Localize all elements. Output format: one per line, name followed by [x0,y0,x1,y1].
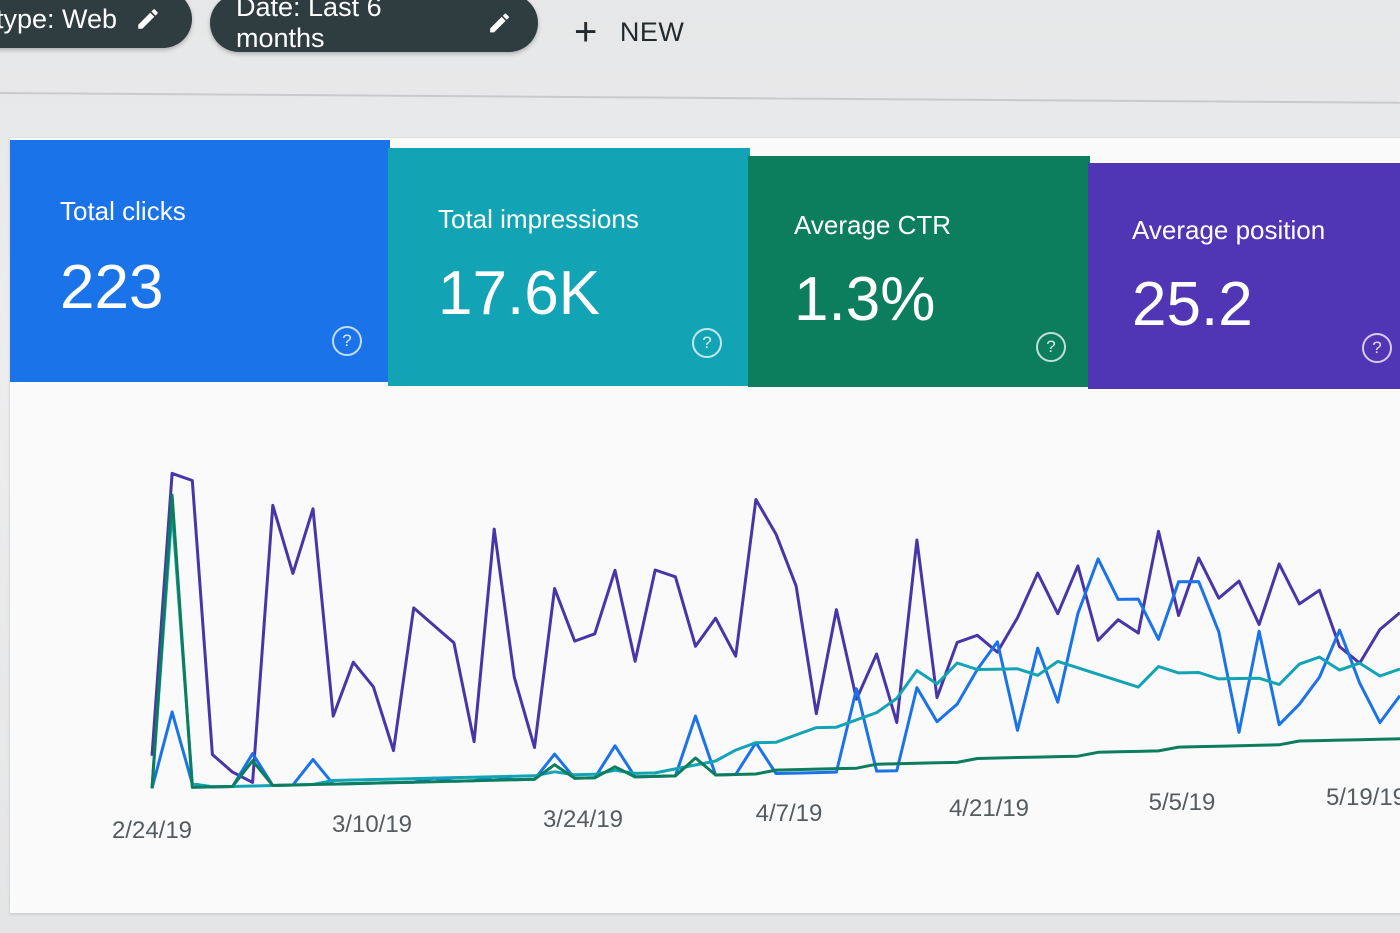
metric-value: 17.6K [438,259,601,328]
date-range-filter-label: Date: Last 6 months [236,0,382,53]
x-axis-tick-label: 2/24/19 [112,817,192,844]
chart-series-line-0 [150,471,1400,784]
help-icon[interactable]: ? [692,328,722,358]
x-axis-tick-label: 5/19/19 [1326,784,1400,811]
help-icon[interactable]: ? [1362,333,1392,363]
help-icon[interactable]: ? [1036,332,1066,362]
chart-series-line-3 [150,493,1400,789]
metric-card-average-position[interactable]: Average position 25.2 ? [1088,163,1400,389]
metric-label: Average CTR [794,210,952,240]
metric-card-total-impressions[interactable]: Total impressions 17.6K ? [388,148,750,386]
date-range-filter-chip[interactable]: Date: Last 6 months [210,0,538,53]
search-type-filter-chip[interactable]: type: Web [0,0,192,48]
help-icon[interactable]: ? [332,326,362,356]
metric-card-total-clicks[interactable]: Total clicks 223 ? [10,140,390,382]
chart-series-line-2 [150,508,1400,789]
edit-pencil-icon[interactable] [487,10,512,36]
metric-value: 223 [60,253,164,322]
metric-label: Average position [1132,215,1326,245]
metric-label: Total clicks [60,196,186,226]
filter-bar: type: Web Date: Last 6 months + NEW [0,0,1400,104]
x-axis-tick-label: 5/5/19 [1149,789,1216,816]
edit-pencil-icon[interactable] [135,6,161,32]
chart-series-line-1 [150,557,1400,789]
x-axis-tick-label: 4/21/19 [949,795,1029,822]
metric-value: 1.3% [794,265,936,334]
search-type-filter-label: type: Web [0,3,118,34]
x-axis-tick-label: 3/24/19 [543,806,623,833]
x-axis-tick-label: 3/10/19 [332,811,412,838]
metric-value: 25.2 [1132,270,1253,339]
x-axis-tick-label: 4/7/19 [756,800,823,827]
metric-label: Total impressions [438,204,639,234]
new-filter-label: NEW [619,16,685,47]
new-filter-button[interactable]: + NEW [574,8,684,56]
plus-icon: + [574,10,598,54]
metric-card-average-ctr[interactable]: Average CTR 1.3% ? [748,156,1090,387]
